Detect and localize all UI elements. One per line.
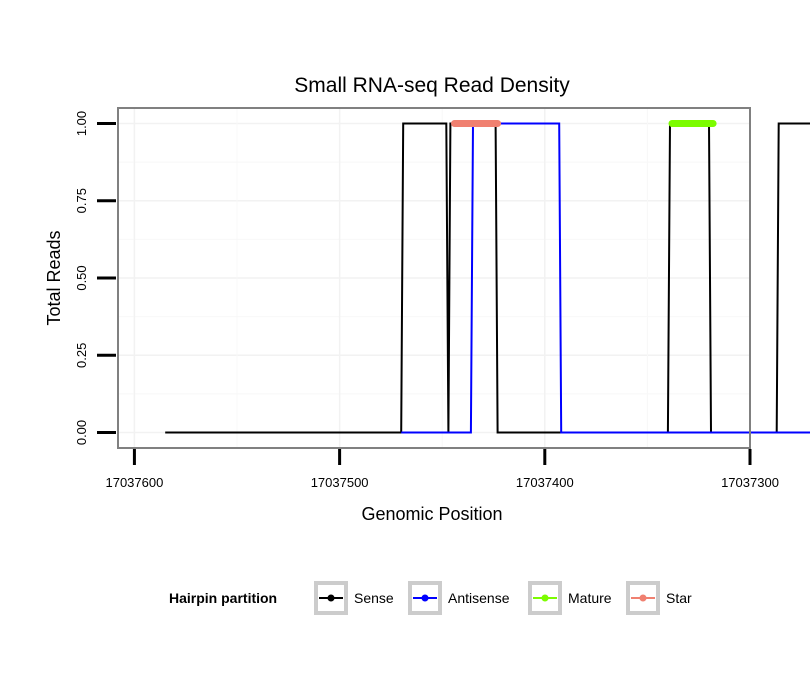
legend-label-mature: Mature xyxy=(568,590,612,606)
y-tick-label: 0.00 xyxy=(74,420,89,445)
y-tick-label: 0.75 xyxy=(74,188,89,213)
series-antisense-line xyxy=(401,122,810,434)
legend-key-dot xyxy=(421,594,429,602)
legend-title: Hairpin partition xyxy=(169,590,277,606)
legend-label-antisense: Antisense xyxy=(448,590,510,606)
y-tick-label: 0.50 xyxy=(74,265,89,290)
legend-key-dot xyxy=(327,594,335,602)
x-tick-label: 17037400 xyxy=(516,475,574,490)
legend-key-dot xyxy=(541,594,549,602)
x-tick-label: 17037300 xyxy=(721,475,779,490)
x-axis-title: Genomic Position xyxy=(361,504,502,524)
legend-label-star: Star xyxy=(666,590,692,606)
series-layer xyxy=(165,120,810,434)
y-axis: 0.00 0.25 0.50 0.75 1.00 xyxy=(74,111,116,445)
x-tick-label: 17037600 xyxy=(105,475,163,490)
y-tick-label: 1.00 xyxy=(74,111,89,136)
x-tick-label: 17037500 xyxy=(311,475,369,490)
y-axis-title: Total Reads xyxy=(44,230,64,325)
legend: Sense Antisense Mature Star xyxy=(314,581,692,615)
x-axis: 17037600 17037500 17037400 17037300 xyxy=(105,449,779,490)
grid xyxy=(118,108,751,448)
chart-title: Small RNA-seq Read Density xyxy=(294,74,570,97)
panel-border xyxy=(117,107,751,449)
legend-label-sense: Sense xyxy=(354,590,394,606)
legend-key-dot xyxy=(639,594,647,602)
y-tick-label: 0.25 xyxy=(74,343,89,368)
